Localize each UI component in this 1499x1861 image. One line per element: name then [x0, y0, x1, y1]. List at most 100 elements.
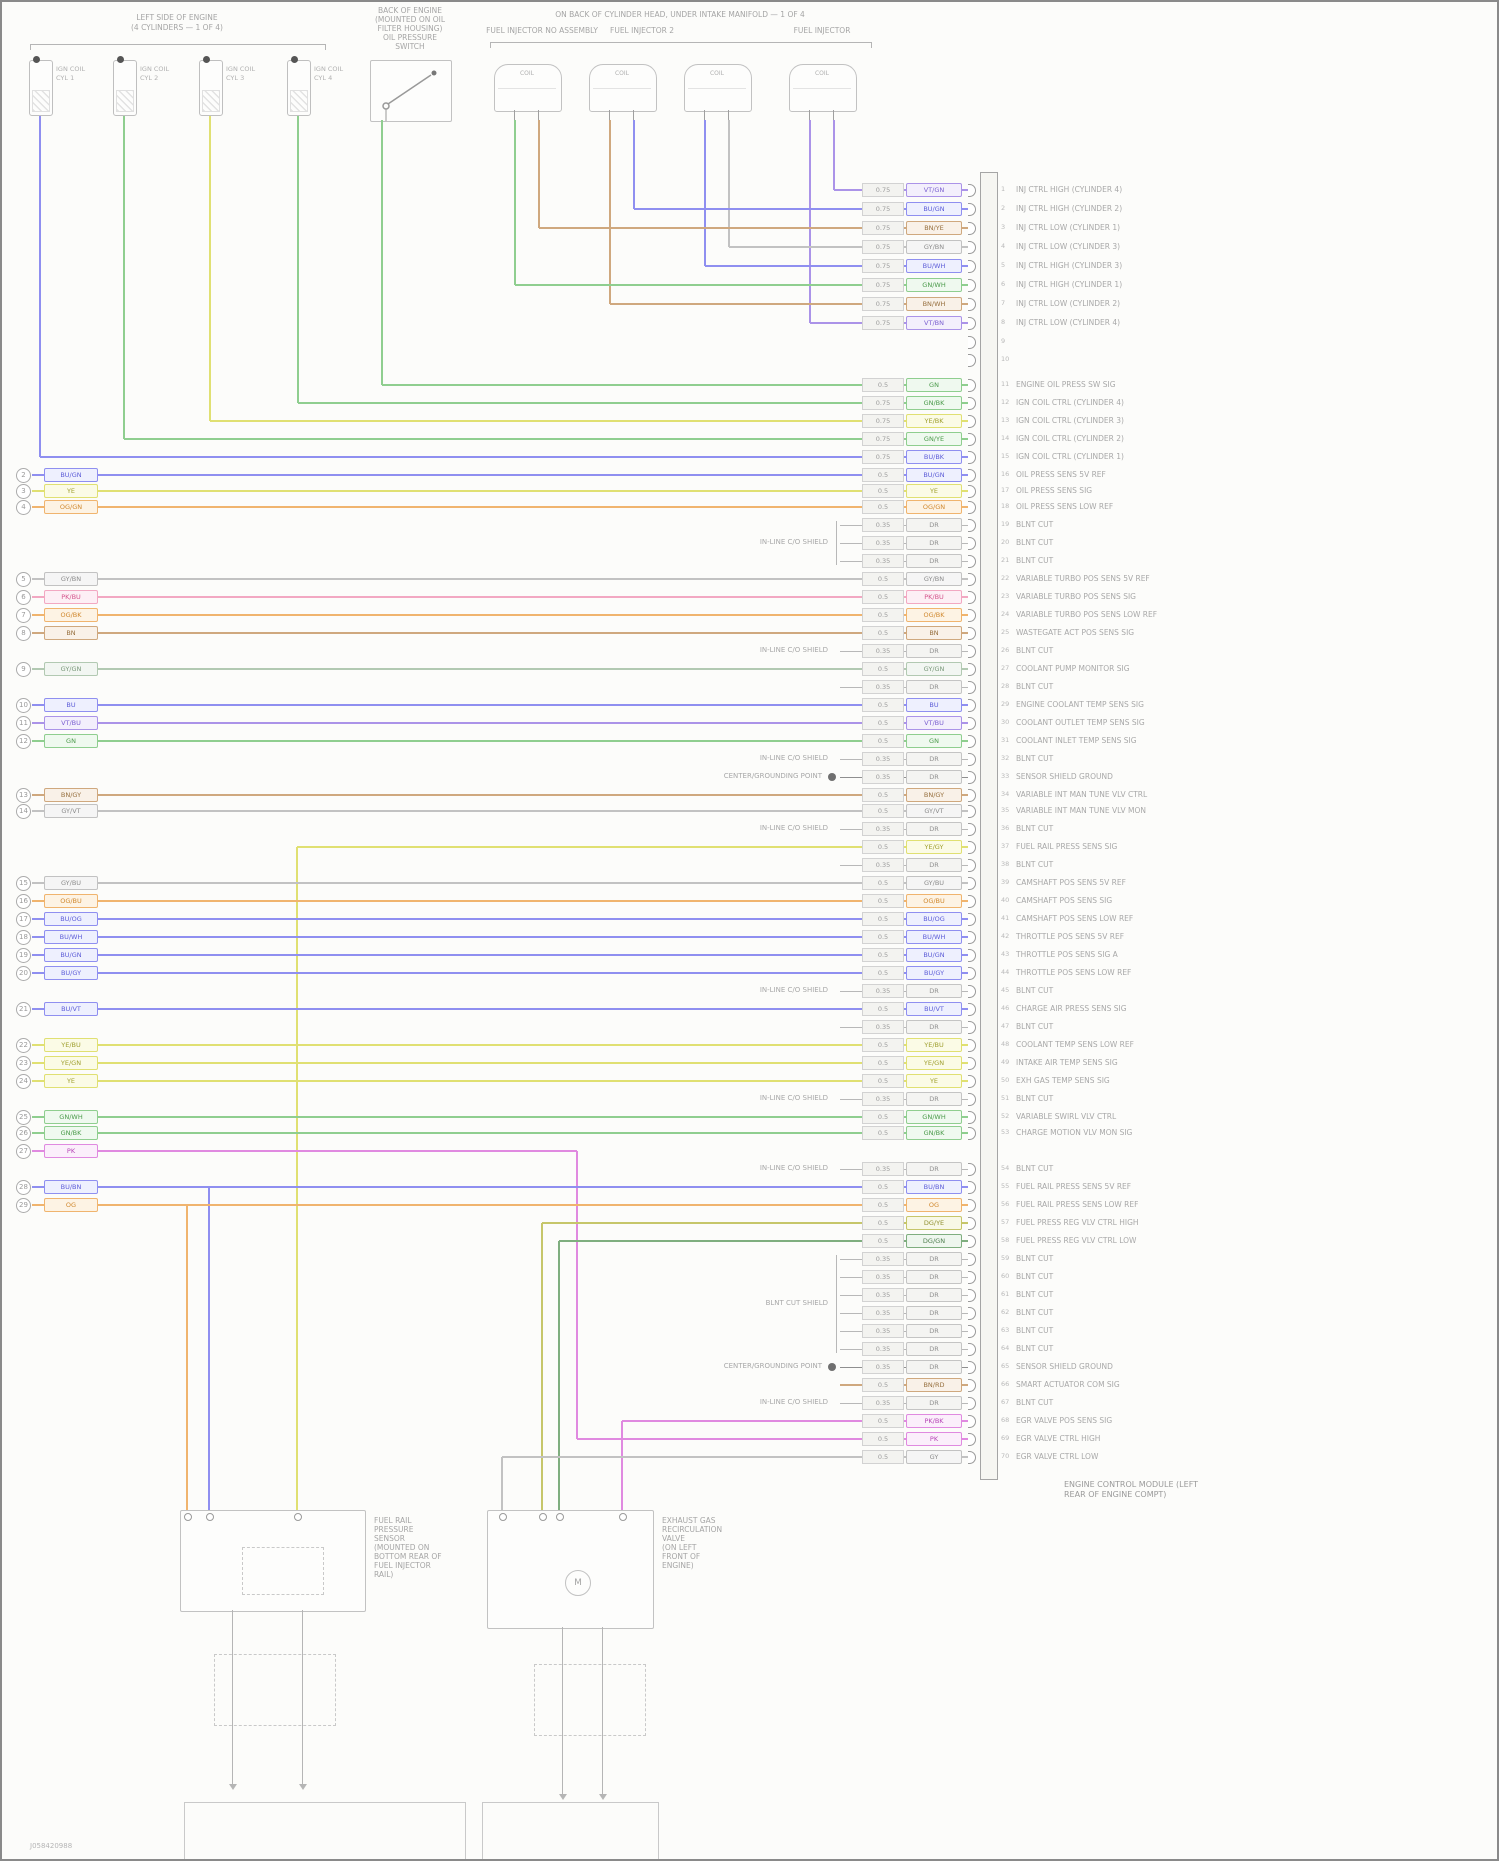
connector-pin-icon [968, 555, 976, 568]
circuit-label: BLNT CUT [1016, 860, 1054, 869]
wire-color-label: OG [906, 1198, 962, 1212]
wire-color-label: GY/BN [906, 572, 962, 586]
injector-pin-lead [809, 110, 810, 120]
ecm-label-line2: REAR OF ENGINE COMPT) [1064, 1490, 1167, 1499]
shield-label: IN-LINE C/O SHIELD [759, 1164, 828, 1172]
inline-connector-number: 14 [16, 804, 31, 819]
connector-pin-icon [968, 1415, 976, 1428]
frp-label-line: PRESSURE [374, 1525, 414, 1534]
wire-gauge: 0.5 [862, 626, 904, 640]
pin-number: 50 [1001, 1076, 1010, 1084]
circuit-label: BLNT CUT [1016, 1164, 1054, 1173]
wire-gauge: 0.35 [862, 770, 904, 784]
pin-number: 12 [1001, 398, 1010, 406]
inline-connector-number: 18 [16, 930, 31, 945]
pin-number: 63 [1001, 1326, 1010, 1334]
wire-vertical [621, 1421, 623, 1510]
connector-pin-icon [968, 895, 976, 908]
wire-gauge: 0.35 [862, 1162, 904, 1176]
pin-number: 26 [1001, 646, 1010, 654]
circuit-label: VARIABLE TURBO POS SENS SIG [1016, 592, 1136, 601]
connector-pin-icon [968, 379, 976, 392]
wire-horizontal [610, 303, 975, 305]
pin-number: 1 [1001, 185, 1006, 193]
ground-arrow-icon [599, 1794, 607, 1800]
circuit-label: FUEL RAIL PRESS SENS SIG [1016, 842, 1118, 851]
wire-color-label: YE [44, 1074, 98, 1088]
connector-pin-icon [968, 663, 976, 676]
connector-pin-icon [968, 805, 976, 818]
connector-pin-icon [968, 1057, 976, 1070]
wire-color-label: GN [906, 378, 962, 392]
pin-number: 60 [1001, 1272, 1010, 1280]
wire-horizontal [32, 918, 975, 920]
wire-vertical [704, 120, 706, 266]
connector-pin-icon [968, 415, 976, 428]
egr-valve-box [487, 1510, 654, 1629]
circuit-label: EXH GAS TEMP SENS SIG [1016, 1076, 1110, 1085]
wire-horizontal [210, 420, 975, 422]
circuit-label: CAMSHAFT POS SENS SIG [1016, 896, 1113, 905]
pin-number: 42 [1001, 932, 1010, 940]
inline-connector-number: 13 [16, 788, 31, 803]
connector-pin-icon [968, 877, 976, 890]
wire-color-label: VT/BU [44, 716, 98, 730]
wire-horizontal [32, 972, 975, 974]
wire-gauge: 0.35 [862, 1270, 904, 1284]
connector-pin-icon [968, 627, 976, 640]
wire-color-label: DR [906, 1092, 962, 1106]
wire-color-label: PK/BU [44, 590, 98, 604]
circuit-label: FUEL RAIL PRESS SENS 5V REF [1016, 1182, 1132, 1191]
wire-vertical [208, 1187, 210, 1510]
connector-pin-icon [968, 1433, 976, 1446]
connector-pin-icon [968, 1217, 976, 1230]
wire-color-label: YE/GY [906, 840, 962, 854]
wire-gauge: 0.75 [862, 221, 904, 235]
wire-color-label: BN/GY [906, 788, 962, 802]
component-pin-icon [184, 1513, 192, 1521]
wire-horizontal [382, 384, 975, 386]
component-pin-icon [556, 1513, 564, 1521]
circuit-label: INJ CTRL HIGH (CYLINDER 1) [1016, 280, 1123, 289]
injector-group-bracket [490, 42, 872, 48]
egr-label-line: FRONT OF [662, 1552, 701, 1561]
connector-pin-icon [968, 1271, 976, 1284]
wire-gauge: 0.5 [862, 468, 904, 482]
pin-number: 24 [1001, 610, 1010, 618]
circuit-label: BLNT CUT [1016, 1398, 1054, 1407]
pin-number: 16 [1001, 470, 1010, 478]
diagram-code: J058420988 [30, 1842, 73, 1850]
injector-group-label: FUEL INJECTOR NO ASSEMBLY [486, 26, 598, 35]
wire-color-label: DR [906, 554, 962, 568]
connector-pin-icon [968, 1397, 976, 1410]
wire-color-label: DR [906, 1252, 962, 1266]
ground-point-label: CENTER/GROUNDING POINT [723, 1362, 822, 1370]
inline-connector-number: 4 [16, 500, 31, 515]
wire-color-label: GN [44, 734, 98, 748]
wire-gauge: 0.5 [862, 1180, 904, 1194]
wire-vertical [558, 1241, 560, 1510]
wire-horizontal [559, 1240, 975, 1242]
inline-connector-number: 24 [16, 1074, 31, 1089]
inline-connector-number: 12 [16, 734, 31, 749]
wire-vertical [186, 1205, 188, 1510]
wire-gauge: 0.5 [862, 662, 904, 676]
pin-number: 34 [1001, 790, 1010, 798]
injector-pin-lead [609, 110, 610, 120]
circuit-label: BLNT CUT [1016, 538, 1054, 547]
injector-divider-line [793, 88, 851, 89]
wire-color-label: GY/BU [906, 876, 962, 890]
pin-number: 15 [1001, 452, 1010, 460]
wire-horizontal [297, 846, 975, 848]
wire-color-label: DR [906, 752, 962, 766]
wire-horizontal [32, 1186, 975, 1188]
connector-pin-icon [968, 841, 976, 854]
wire-color-label: PK [906, 1432, 962, 1446]
coil-winding-icon [202, 90, 220, 112]
wire-gauge: 0.35 [862, 1092, 904, 1106]
circuit-label: INJ CTRL HIGH (CYLINDER 3) [1016, 261, 1123, 270]
coil-label: IGN COIL [140, 65, 170, 73]
wire-horizontal [32, 474, 975, 476]
connector-pin-icon [968, 279, 976, 292]
wire-gauge: 0.5 [862, 1198, 904, 1212]
